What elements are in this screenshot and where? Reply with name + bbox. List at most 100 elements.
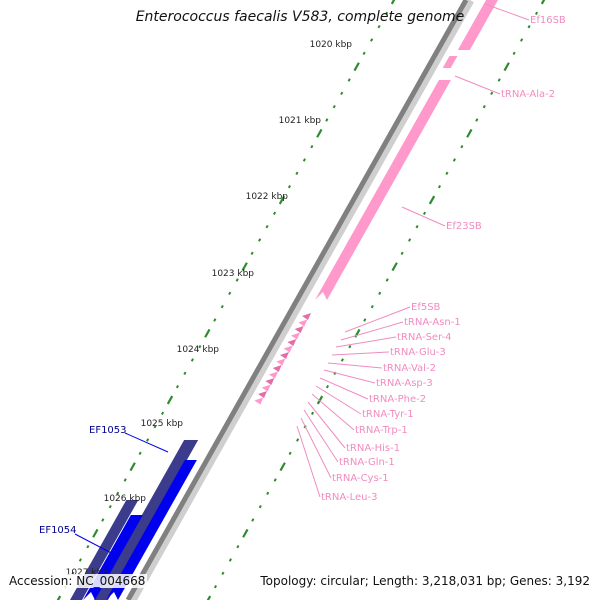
feature-label-trna-glu-3[interactable]: tRNA-Glu-3 — [390, 347, 446, 358]
minor-tick — [475, 118, 479, 122]
trna-marker — [261, 384, 271, 392]
minor-tick — [437, 184, 442, 189]
major-tick — [129, 462, 136, 472]
minor-tick — [377, 24, 381, 29]
minor-tick — [460, 144, 464, 149]
minor-tick — [123, 478, 127, 482]
scale-tick-label: 1025 kbp — [141, 419, 184, 429]
feature-label-ef16sb[interactable]: Ef16SB — [530, 15, 566, 26]
minor-tick — [363, 318, 367, 322]
scale-tick-label: 1022 kbp — [246, 192, 289, 202]
scale-tick-label: 1021 kbp — [279, 116, 322, 126]
scale-tick-label: 1023 kbp — [212, 269, 255, 279]
major-tick — [241, 262, 248, 272]
major-tick — [56, 595, 62, 600]
minor-tick — [497, 78, 501, 82]
feature-label-trna-his-1[interactable]: tRNA-His-1 — [346, 443, 400, 454]
minor-tick — [228, 291, 232, 296]
minor-tick — [490, 91, 494, 96]
minor-tick — [348, 344, 352, 349]
feature-label-ef5sb[interactable]: Ef5SB — [411, 302, 441, 313]
minor-tick — [482, 104, 486, 109]
trna-marker — [287, 339, 297, 346]
map-title: Enterococcus faecalis V583, complete gen… — [135, 9, 465, 25]
minor-tick — [384, 11, 389, 16]
major-tick — [466, 128, 473, 138]
major-tick — [391, 262, 398, 272]
feature-label-trna-val-2[interactable]: tRNA-Val-2 — [383, 363, 436, 374]
feature-label-trna-trp-1[interactable]: tRNA-Trp-1 — [355, 425, 408, 436]
minor-tick — [370, 304, 374, 309]
rna-leader-line — [340, 321, 404, 341]
minor-tick — [302, 158, 306, 162]
major-tick — [166, 395, 174, 405]
rna-leader-line — [323, 369, 376, 384]
feature-label-trna-leu-3[interactable]: tRNA-Leu-3 — [321, 492, 377, 503]
feature-label-ef23sb[interactable]: Ef23SB — [446, 221, 482, 232]
minor-tick — [370, 38, 374, 42]
minor-tick — [108, 504, 112, 509]
trna-marker — [269, 371, 279, 379]
feature-label-trna-ser-4[interactable]: tRNA-Ser-4 — [397, 332, 452, 343]
major-tick — [540, 0, 546, 5]
major-tick — [278, 195, 286, 205]
minor-tick — [310, 144, 314, 149]
minor-tick — [408, 238, 412, 242]
rna-leader-line — [311, 393, 355, 431]
feature-label-trna-asn-1[interactable]: tRNA-Asn-1 — [404, 317, 461, 328]
scale-tick-label: 1024 kbp — [177, 345, 220, 355]
outer-tick-track — [56, 0, 396, 600]
rna-leader-line — [319, 377, 369, 400]
feature-label-trna-ala-2[interactable]: tRNA-Ala-2 — [501, 89, 555, 100]
gene-label-ef1054[interactable]: EF1054 — [39, 525, 77, 536]
minor-tick — [273, 478, 277, 482]
minor-tick — [378, 291, 382, 296]
rna-leader-line — [331, 351, 390, 356]
minor-tick — [445, 171, 449, 176]
gene-ef1053-forward — [106, 460, 197, 600]
major-tick — [316, 128, 323, 138]
gene-leader-line — [124, 432, 169, 453]
minor-tick — [332, 104, 336, 109]
minor-tick — [116, 491, 120, 496]
feature-label-trna-tyr-1[interactable]: tRNA-Tyr-1 — [362, 409, 414, 420]
gene-label-ef1053[interactable]: EF1053 — [89, 425, 127, 436]
major-tick — [92, 528, 99, 538]
minor-tick — [520, 38, 524, 42]
minor-tick — [296, 438, 300, 442]
rna-leader-line — [335, 336, 397, 348]
trna-marker — [258, 391, 268, 398]
minor-tick — [288, 451, 292, 456]
feature-label-trna-asp-3[interactable]: tRNA-Asp-3 — [376, 378, 433, 389]
rna-leader-line — [300, 417, 332, 479]
minor-tick — [266, 491, 270, 496]
minor-tick — [400, 251, 404, 256]
feature-track — [70, 0, 498, 600]
scale-tick-label: 1027 kbp — [66, 568, 109, 578]
major-tick — [204, 328, 211, 338]
major-tick — [353, 62, 360, 72]
trna-marker — [280, 352, 290, 359]
minor-tick — [220, 304, 224, 309]
minor-tick — [310, 411, 315, 416]
minor-tick — [287, 184, 292, 189]
trna-marker — [265, 378, 275, 385]
minor-tick — [190, 358, 194, 362]
scale-tick-label: 1026 kbp — [104, 494, 147, 504]
minor-tick — [534, 11, 539, 16]
minor-tick — [362, 51, 366, 56]
minor-tick — [236, 544, 240, 549]
trna-marker — [254, 397, 264, 405]
rna-leader-line — [401, 206, 446, 227]
feature-label-trna-cys-1[interactable]: tRNA-Cys-1 — [332, 473, 389, 484]
feature-label-trna-phe-2[interactable]: tRNA-Phe-2 — [369, 394, 426, 405]
minor-tick — [175, 384, 180, 389]
inner-tick-track — [206, 0, 546, 600]
feature-label-trna-gln-1[interactable]: tRNA-Gln-1 — [339, 457, 395, 468]
minor-tick — [422, 211, 427, 216]
minor-tick — [272, 211, 277, 216]
minor-tick — [213, 584, 218, 589]
major-tick — [503, 62, 510, 72]
minor-tick — [213, 318, 217, 322]
